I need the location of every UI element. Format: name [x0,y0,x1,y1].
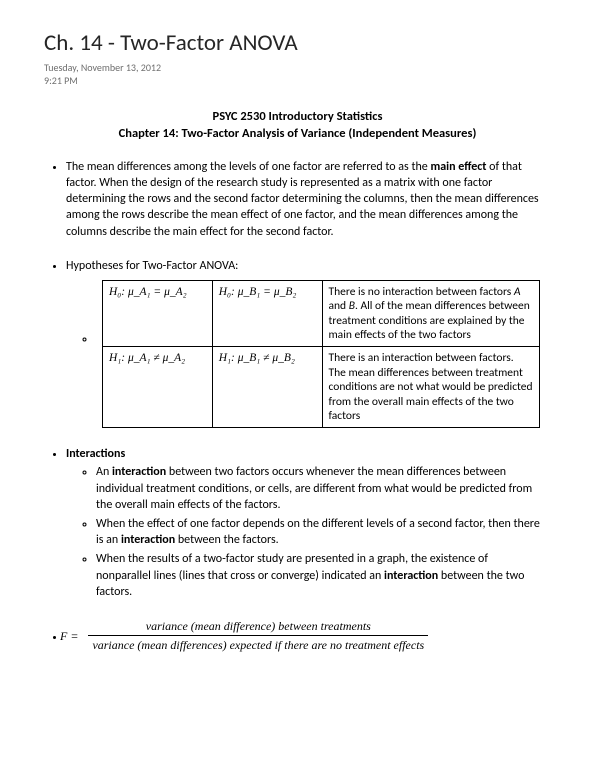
interactions-heading: Interactions [66,447,125,461]
text: . All of the mean differences between tr… [329,299,530,342]
page-meta: Tuesday, November 13, 2012 9:21 PM [44,61,551,87]
table-cell-h0-a: H₀: μ_A₁ = μ_A₂ [103,280,213,347]
text: There is no interaction between factors [329,285,514,299]
formula-denominator: variance (mean differences) expected if … [88,636,428,653]
bold-term: interaction [384,569,438,583]
table-row: H₀: μ_A₁ = μ_A₂ H₀: μ_B₁ = μ_B₂ There is… [103,280,540,347]
text: An [96,465,112,479]
sub-list-item: H₀: μ_A₁ = μ_A₂ H₀: μ_B₁ = μ_B₂ There is… [96,280,543,428]
bold-term: main effect [430,160,486,174]
f-ratio-formula: F = variance (mean difference) between t… [60,618,543,653]
italic: A [514,285,521,299]
list-item: Interactions An interaction between two … [66,446,551,600]
main-list: The mean differences among the levels of… [44,159,551,654]
subheader-line1: PSYC 2530 Introductory Statistics [213,109,383,124]
formula-lhs: F = [60,628,78,644]
bold-term: interaction [121,533,175,547]
list-item: Hypotheses for Two-Factor ANOVA: H₀: μ_A… [66,258,551,429]
text: between the factors. [175,533,279,547]
sub-list-item: When the effect of one factor depends on… [96,516,543,548]
date-text: Tuesday, November 13, 2012 [44,61,161,74]
sub-list-item: An interaction between two factors occur… [96,464,543,513]
document-subheader: PSYC 2530 Introductory Statistics Chapte… [44,109,551,143]
para-text: The mean differences among the levels of… [66,160,430,174]
table-row: H₁: μ_A₁ ≠ μ_A₂ H₁: μ_B₁ ≠ μ_B₂ There is… [103,347,540,428]
subheader-line2: Chapter 14: Two-Factor Analysis of Varia… [119,126,477,141]
table-cell-h0-b: H₀: μ_B₁ = μ_B₂ [212,280,322,347]
sub-list-item: When the results of a two-factor study a… [96,551,543,600]
hypotheses-label: Hypotheses for Two-Factor ANOVA: [66,259,238,273]
table-cell-h1-a: H₁: μ_A₁ ≠ μ_A₂ [103,347,213,428]
bold-term: interaction [112,465,166,479]
sub-list: An interaction between two factors occur… [66,464,543,600]
sub-list: H₀: μ_A₁ = μ_A₂ H₀: μ_B₁ = μ_B₂ There is… [66,280,543,428]
hypotheses-table: H₀: μ_A₁ = μ_A₂ H₀: μ_B₁ = μ_B₂ There is… [102,280,540,428]
time-text: 9:21 PM [44,74,78,87]
list-item: F = variance (mean difference) between t… [66,618,551,653]
formula-numerator: variance (mean difference) between treat… [88,618,428,636]
table-cell-h1-desc: There is an interaction between factors.… [322,347,540,428]
table-cell-h0-desc: There is no interaction between factors … [322,280,540,347]
text: and [329,299,349,313]
formula-fraction: variance (mean difference) between treat… [88,618,428,653]
list-item: The mean differences among the levels of… [66,159,551,240]
page-title: Ch. 14 - Two-Factor ANOVA [44,28,551,59]
table-cell-h1-b: H₁: μ_B₁ ≠ μ_B₂ [212,347,322,428]
